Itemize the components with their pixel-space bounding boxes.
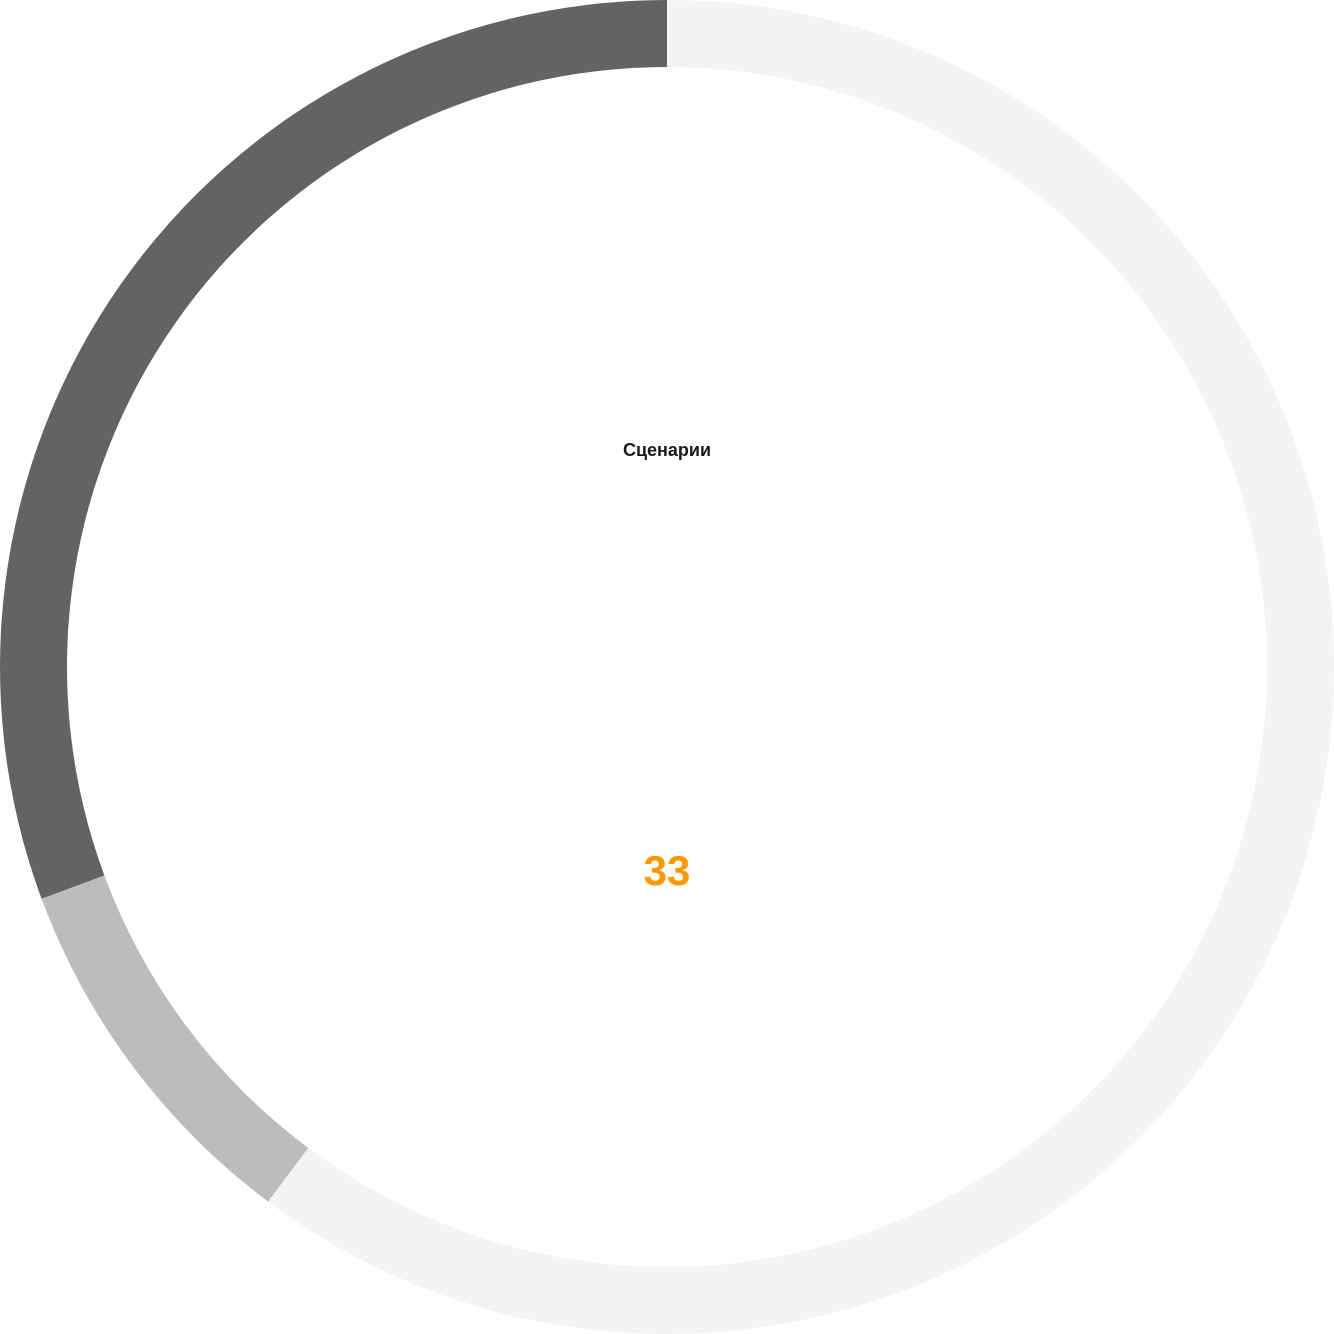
donut-slice-1 (0, 0, 667, 899)
donut-slice-2 (41, 875, 309, 1202)
total-value: 33 (643, 847, 691, 894)
chart-title: Сценарии (622, 440, 712, 460)
donut-slice-3 (268, 0, 1334, 1334)
